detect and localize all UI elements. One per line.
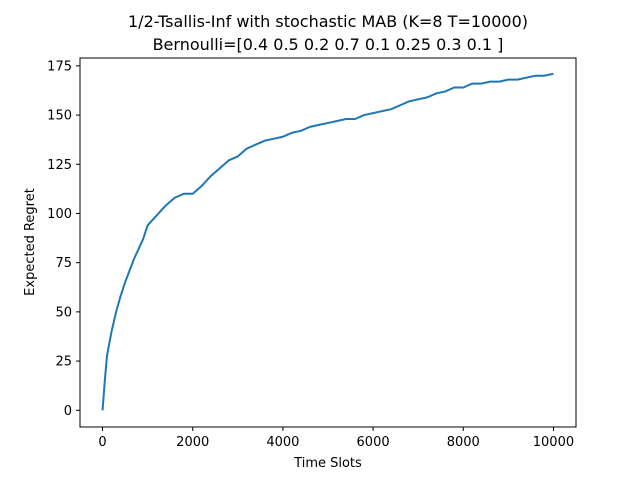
x-tick-label: 0 (98, 435, 106, 450)
y-tick-label: 0 (64, 404, 72, 419)
x-tick-label: 8000 (447, 435, 480, 450)
y-axis-ticks: 0 25 50 75 100 125 150 175 (47, 59, 80, 419)
y-tick-label: 100 (47, 207, 72, 222)
y-tick-label: 175 (47, 59, 72, 74)
chart-title-line1: 1/2-Tsallis-Inf with stochastic MAB (K=8… (128, 12, 528, 31)
y-tick-label: 25 (55, 355, 72, 370)
x-tick-label: 10000 (533, 435, 574, 450)
series-line-regret (101, 72, 554, 411)
y-tick-label: 125 (47, 158, 72, 173)
plot-area-frame (79, 57, 577, 428)
y-tick-label: 150 (47, 109, 72, 124)
x-axis-label: Time Slots (293, 456, 362, 471)
chart-title-line2: Bernoulli=[0.4 0.5 0.2 0.7 0.1 0.25 0.3 … (153, 35, 504, 54)
x-axis-ticks: 0 2000 4000 6000 8000 10000 (98, 427, 574, 450)
y-axis-label: Expected Regret (23, 188, 38, 296)
y-tick-label: 75 (55, 256, 72, 271)
x-tick-label: 4000 (266, 435, 299, 450)
x-tick-label: 2000 (176, 435, 209, 450)
y-tick-label: 50 (55, 305, 72, 320)
x-tick-label: 6000 (357, 435, 390, 450)
